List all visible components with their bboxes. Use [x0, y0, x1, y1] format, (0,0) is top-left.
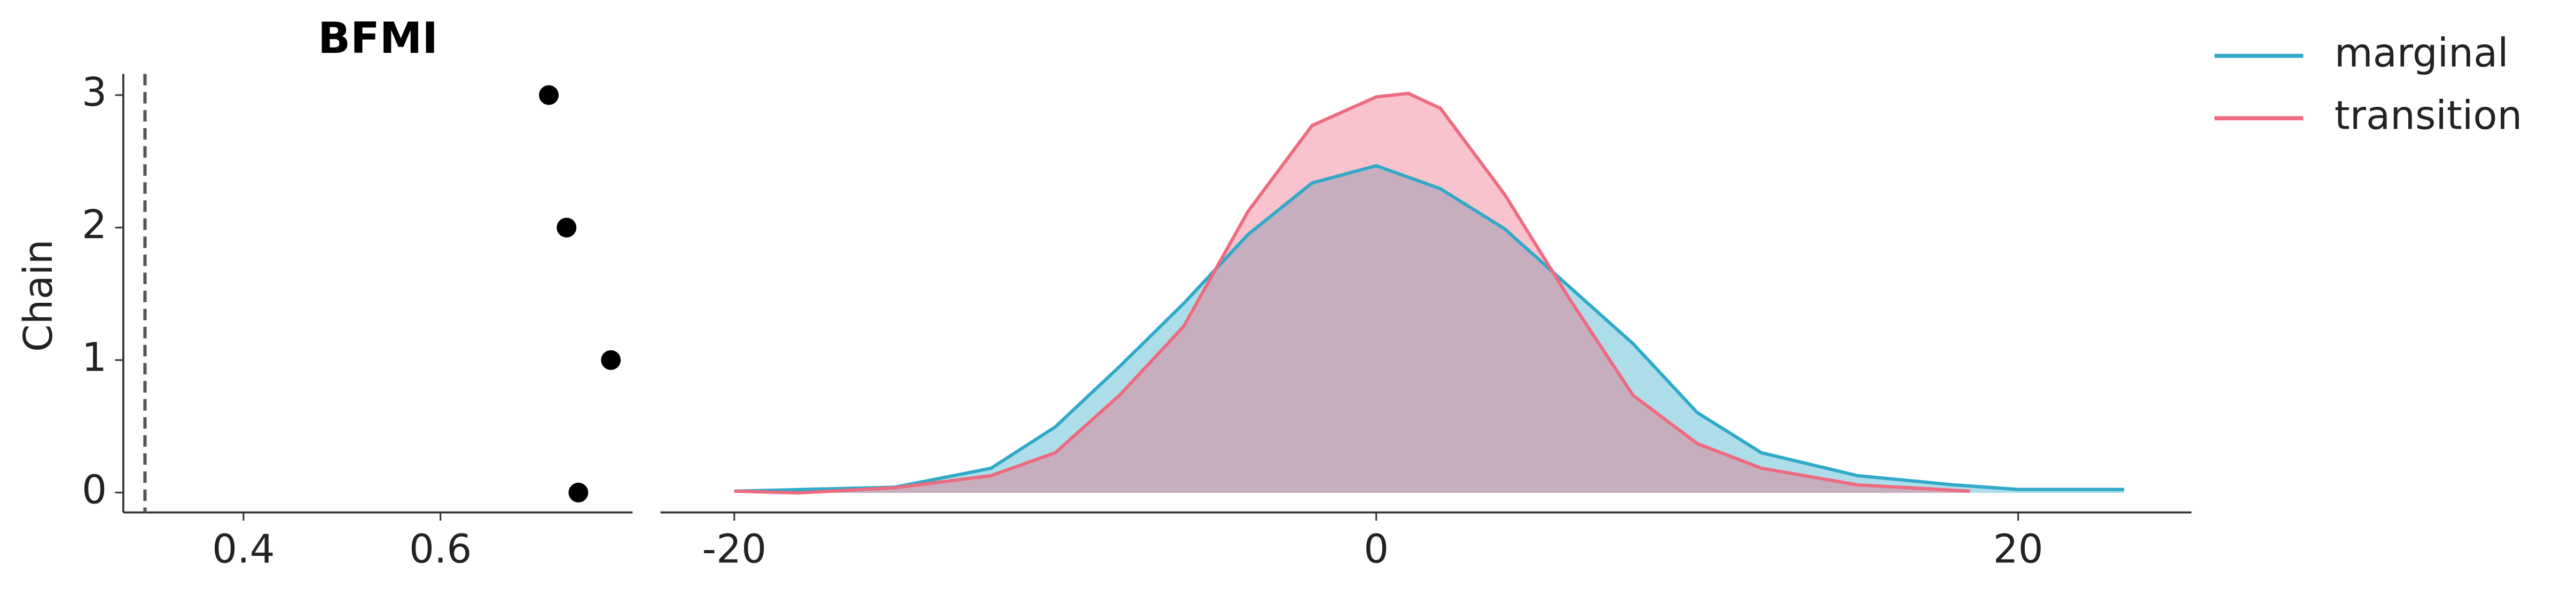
x-tick-label: -20 [702, 526, 767, 572]
density-area [734, 93, 1970, 493]
y-tick-label: 0 [82, 467, 107, 513]
x-tick-label: 0.6 [409, 526, 472, 572]
y-tick-label: 1 [82, 334, 107, 380]
point [557, 217, 577, 238]
x-tick-label: 20 [1993, 526, 2043, 572]
chart-title: BFMI [318, 13, 438, 63]
x-tick-label: 0 [1364, 526, 1389, 572]
density-line [734, 91, 1970, 495]
y-tick-label: 3 [82, 69, 107, 115]
point [568, 482, 589, 502]
point [601, 350, 621, 370]
legend-label: transition [2335, 92, 2523, 138]
legend-label: marginal [2335, 30, 2509, 76]
y-tick-label: 2 [82, 202, 107, 248]
x-tick-label: 0.4 [212, 526, 275, 572]
density-area [734, 166, 2124, 493]
y-axis-label: Chain [15, 239, 61, 352]
density-line [734, 164, 2124, 493]
point [539, 85, 559, 105]
